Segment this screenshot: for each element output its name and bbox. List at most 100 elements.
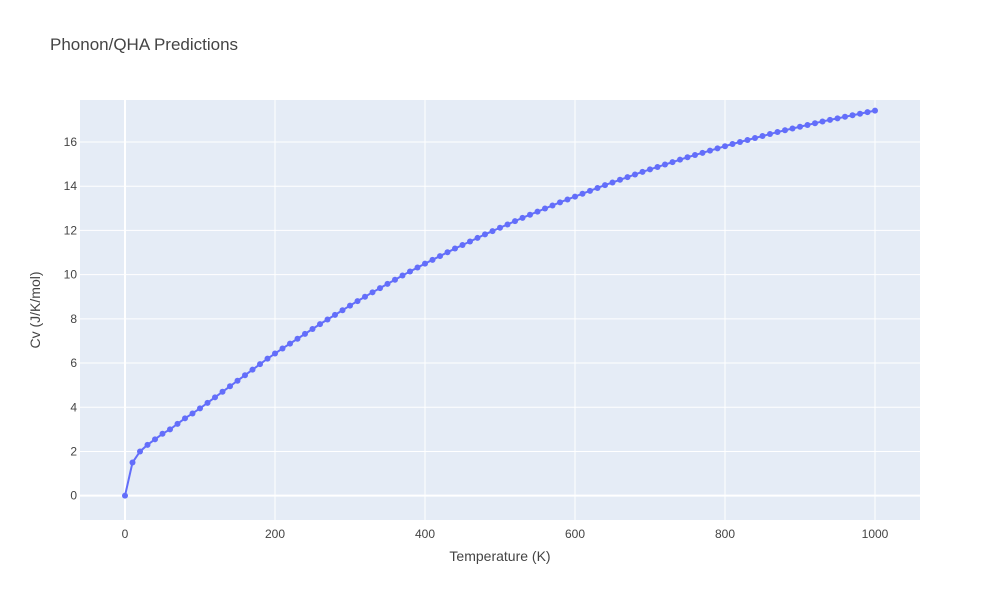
data-point[interactable]: [467, 238, 473, 245]
data-point[interactable]: [422, 260, 428, 267]
data-point[interactable]: [392, 276, 398, 283]
data-point[interactable]: [122, 492, 128, 499]
data-point[interactable]: [744, 137, 751, 144]
data-point[interactable]: [152, 436, 158, 443]
data-point[interactable]: [872, 107, 878, 114]
data-point[interactable]: [204, 399, 211, 406]
data-point[interactable]: [219, 388, 226, 395]
data-point[interactable]: [167, 426, 173, 433]
data-point[interactable]: [384, 280, 391, 287]
data-point[interactable]: [452, 245, 458, 252]
data-point[interactable]: [699, 149, 706, 156]
data-point[interactable]: [144, 441, 151, 448]
data-point[interactable]: [159, 430, 166, 437]
data-point[interactable]: [444, 249, 451, 256]
data-point[interactable]: [227, 383, 233, 390]
data-point[interactable]: [594, 184, 601, 191]
data-point[interactable]: [414, 264, 421, 271]
data-point[interactable]: [362, 293, 368, 300]
data-point[interactable]: [549, 202, 556, 209]
data-point[interactable]: [812, 120, 818, 127]
data-point[interactable]: [842, 113, 848, 120]
data-point[interactable]: [429, 256, 436, 263]
data-point[interactable]: [512, 218, 518, 225]
data-point[interactable]: [722, 143, 728, 150]
data-point[interactable]: [609, 179, 616, 186]
data-point[interactable]: [197, 405, 203, 412]
data-point[interactable]: [654, 163, 661, 170]
data-point[interactable]: [287, 340, 293, 347]
data-point[interactable]: [347, 302, 353, 309]
data-point[interactable]: [332, 311, 338, 318]
data-point[interactable]: [864, 109, 871, 116]
data-point[interactable]: [692, 152, 698, 159]
data-point[interactable]: [294, 335, 301, 342]
data-point[interactable]: [789, 125, 796, 132]
data-point[interactable]: [849, 112, 856, 119]
data-point[interactable]: [189, 410, 196, 417]
data-point[interactable]: [572, 193, 578, 200]
data-point[interactable]: [437, 253, 443, 260]
data-point[interactable]: [339, 307, 346, 314]
data-point[interactable]: [309, 326, 316, 333]
data-point[interactable]: [557, 199, 563, 206]
data-point[interactable]: [174, 420, 181, 427]
data-point[interactable]: [354, 298, 361, 305]
data-point[interactable]: [579, 190, 586, 197]
data-point[interactable]: [369, 289, 376, 296]
data-point[interactable]: [617, 176, 623, 183]
data-point[interactable]: [647, 166, 653, 173]
data-point[interactable]: [474, 234, 481, 241]
data-point[interactable]: [752, 135, 758, 142]
data-point[interactable]: [129, 459, 136, 466]
data-point[interactable]: [377, 285, 383, 292]
data-point[interactable]: [504, 221, 511, 228]
data-point[interactable]: [684, 154, 691, 161]
data-point[interactable]: [819, 118, 826, 125]
data-point[interactable]: [782, 127, 788, 134]
data-point[interactable]: [542, 205, 548, 212]
data-point[interactable]: [489, 228, 496, 235]
data-point[interactable]: [602, 182, 608, 189]
data-point[interactable]: [497, 224, 503, 231]
data-point[interactable]: [459, 242, 466, 249]
data-point[interactable]: [587, 187, 593, 194]
data-point[interactable]: [669, 159, 676, 166]
data-point[interactable]: [399, 272, 406, 279]
data-point[interactable]: [857, 110, 863, 117]
data-point[interactable]: [714, 145, 721, 152]
data-point[interactable]: [242, 372, 248, 379]
data-point[interactable]: [632, 171, 638, 178]
data-point[interactable]: [639, 168, 646, 175]
data-point[interactable]: [407, 268, 413, 275]
data-point[interactable]: [272, 350, 278, 357]
data-point[interactable]: [527, 211, 533, 218]
data-point[interactable]: [234, 377, 241, 384]
data-point[interactable]: [662, 161, 668, 168]
data-point[interactable]: [834, 115, 841, 122]
data-point[interactable]: [827, 116, 833, 123]
data-point[interactable]: [767, 131, 773, 138]
data-point[interactable]: [324, 316, 331, 323]
data-point[interactable]: [534, 208, 541, 215]
data-point[interactable]: [257, 361, 263, 368]
data-point[interactable]: [279, 345, 286, 352]
data-point[interactable]: [774, 129, 781, 136]
data-point[interactable]: [624, 174, 631, 181]
data-point[interactable]: [677, 156, 683, 163]
data-point[interactable]: [482, 231, 488, 238]
data-point[interactable]: [729, 140, 736, 147]
data-point[interactable]: [302, 330, 308, 337]
data-point[interactable]: [759, 133, 766, 140]
data-point[interactable]: [264, 355, 271, 362]
data-point[interactable]: [182, 415, 188, 422]
data-point[interactable]: [317, 321, 323, 328]
data-point[interactable]: [212, 394, 218, 401]
data-point[interactable]: [137, 448, 143, 455]
data-point[interactable]: [797, 123, 803, 130]
data-point[interactable]: [519, 214, 526, 221]
data-point[interactable]: [804, 121, 811, 128]
data-point[interactable]: [737, 139, 743, 145]
data-point[interactable]: [249, 366, 256, 373]
data-point[interactable]: [564, 196, 571, 203]
